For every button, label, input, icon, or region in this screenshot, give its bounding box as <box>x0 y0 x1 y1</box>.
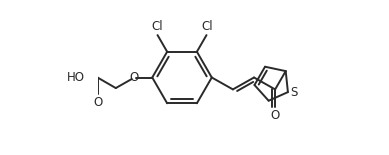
Text: Cl: Cl <box>151 20 163 33</box>
Text: S: S <box>290 86 298 99</box>
Text: O: O <box>93 96 102 109</box>
Text: O: O <box>130 71 138 84</box>
Text: Cl: Cl <box>202 20 213 33</box>
Text: HO: HO <box>67 71 85 84</box>
Text: O: O <box>270 109 280 122</box>
